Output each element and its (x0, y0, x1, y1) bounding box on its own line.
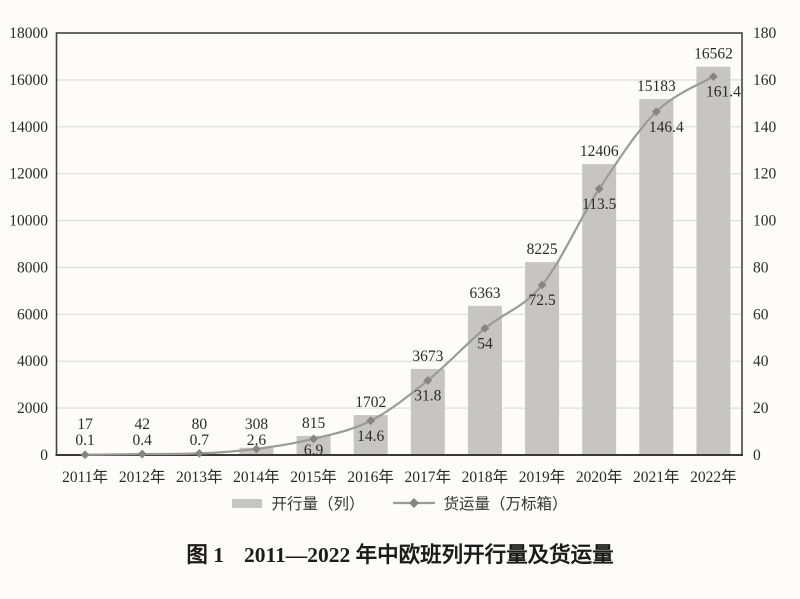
freight-value-label-2015年: 6.9 (304, 442, 324, 459)
right-tick-20: 20 (753, 400, 769, 417)
diamond-marker-2020年 (594, 184, 604, 194)
chart-canvas: 170.1420.4800.73082.68156.9170214.636733… (9, 25, 777, 486)
left-tick-14000: 14000 (9, 119, 48, 136)
diamond-marker-2022年 (709, 72, 718, 82)
figure-title-text: 2011—2022 年中欧班列开行量及货运量 (243, 543, 614, 567)
left-tick-12000: 12000 (9, 166, 48, 183)
x-label-2021年: 2021年 (633, 468, 680, 486)
diamond-marker-2021年 (651, 107, 661, 117)
x-label-2013年: 2013年 (176, 468, 223, 486)
left-tick-18000: 18000 (9, 25, 48, 42)
diamond-marker-2015年 (309, 434, 318, 444)
right-tick-100: 100 (753, 213, 777, 230)
gridlines (56, 79, 742, 409)
bar-value-label-2012年: 42 (134, 416, 150, 433)
x-label-2014年: 2014年 (233, 468, 280, 486)
diamond-marker-2012年 (137, 449, 147, 459)
left-tick-10000: 10000 (9, 213, 48, 230)
bar-value-label-2016年: 1702 (355, 394, 386, 411)
bar-2022年 (696, 66, 731, 456)
bar-value-label-2022年: 16562 (694, 46, 733, 63)
bar-value-label-2021年: 15183 (637, 78, 676, 95)
right-tick-60: 60 (753, 306, 769, 323)
legend-item-trains: 开行量（列） (232, 492, 365, 514)
legend-label-freight: 货运量（万标箱） (443, 496, 568, 513)
y-axis-right-labels: 0 20 40 60 80 100 120 140 160 180 (753, 25, 777, 464)
right-tick-40: 40 (753, 353, 769, 370)
freight-value-label-2022年: 161.4 (706, 84, 741, 101)
bar-value-label-2018年: 6363 (469, 285, 500, 302)
freight-value-label-2021年: 146.4 (649, 119, 684, 136)
freight-line-series (80, 72, 718, 460)
right-tick-140: 140 (753, 119, 777, 136)
x-label-2020年: 2020年 (576, 468, 623, 486)
x-label-2019年: 2019年 (519, 468, 566, 486)
x-label-2017年: 2017年 (405, 468, 452, 486)
right-tick-160: 160 (753, 72, 777, 89)
freight-value-label-2012年: 0.4 (133, 432, 153, 449)
freight-value-label-2013年: 0.7 (190, 432, 210, 449)
bar-2019年 (525, 262, 560, 455)
x-label-2015年: 2015年 (290, 468, 337, 486)
left-tick-16000: 16000 (9, 72, 48, 89)
x-label-2016年: 2016年 (347, 468, 394, 486)
figure-number: 图 1 (186, 543, 224, 567)
bar-2021年 (639, 99, 674, 455)
freight-value-label-2018年: 54 (477, 335, 493, 352)
freight-value-label-2014年: 2.6 (247, 432, 267, 449)
left-tick-4000: 4000 (17, 353, 48, 370)
bar-value-label-2017年: 3673 (412, 348, 443, 365)
diamond-marker-2014年 (252, 444, 261, 454)
left-tick-6000: 6000 (17, 306, 48, 323)
x-label-2018年: 2018年 (462, 468, 509, 486)
chart-legend: 开行量（列） 货运量（万标箱） (0, 492, 800, 514)
freight-value-label-2020年: 113.5 (582, 196, 617, 213)
plot-border (55, 32, 743, 456)
line-series-swatch-icon (392, 498, 435, 508)
bar-value-label-2011年: 17 (77, 416, 93, 433)
bar-series (68, 66, 731, 456)
freight-line (85, 75, 715, 456)
freight-value-label-2017年: 31.8 (414, 387, 441, 404)
right-tick-0: 0 (753, 447, 761, 464)
diamond-marker-2017年 (423, 376, 433, 385)
freight-value-label-2016年: 14.6 (357, 428, 384, 445)
figure-caption: 图 1 2011—2022 年中欧班列开行量及货运量 (0, 541, 800, 569)
bar-series-swatch-icon (232, 498, 263, 508)
diamond-marker-2019年 (537, 280, 547, 290)
y-axis-left-labels: 0 2000 4000 6000 8000 10000 12000 14000 16000 180… (9, 25, 48, 464)
bar-value-label-2013年: 80 (192, 416, 208, 433)
legend-item-freight: 货运量（万标箱） (392, 492, 568, 514)
x-label-2022年: 2022年 (690, 468, 737, 486)
x-label-2012年: 2012年 (119, 468, 166, 486)
diamond-marker-2016年 (366, 416, 376, 426)
right-tick-120: 120 (753, 166, 777, 183)
bar-value-label-2015年: 815 (302, 415, 326, 432)
diamond-marker-2018年 (480, 324, 490, 333)
bar-value-label-2019年: 8225 (527, 241, 558, 258)
figure-1: 17 0.1 42 0.4 80 0.7 308 2.6 815 6.9 1702 14.6 3673 3… (0, 25, 800, 569)
diamond-marker-2011年 (80, 450, 90, 460)
left-tick-2000: 2000 (17, 400, 48, 417)
freight-value-label-2019年: 72.5 (529, 292, 556, 309)
bar-value-label-2014年: 308 (245, 416, 269, 433)
left-tick-8000: 8000 (17, 259, 48, 276)
bar-value-label-2020年: 12406 (580, 143, 619, 160)
x-label-2011年: 2011年 (62, 468, 108, 486)
legend-label-trains: 开行量（列） (271, 496, 365, 513)
right-tick-180: 180 (753, 25, 777, 42)
left-tick-0: 0 (40, 447, 48, 464)
right-tick-80: 80 (753, 259, 769, 276)
x-axis-labels: 2011年 2012年 2013年 2014年 2015年 2016年 2017年 2018年… (62, 468, 737, 486)
bar-2020年 (582, 164, 617, 455)
diamond-marker-2013年 (194, 448, 204, 458)
freight-value-label-2011年: 0.1 (75, 432, 94, 449)
